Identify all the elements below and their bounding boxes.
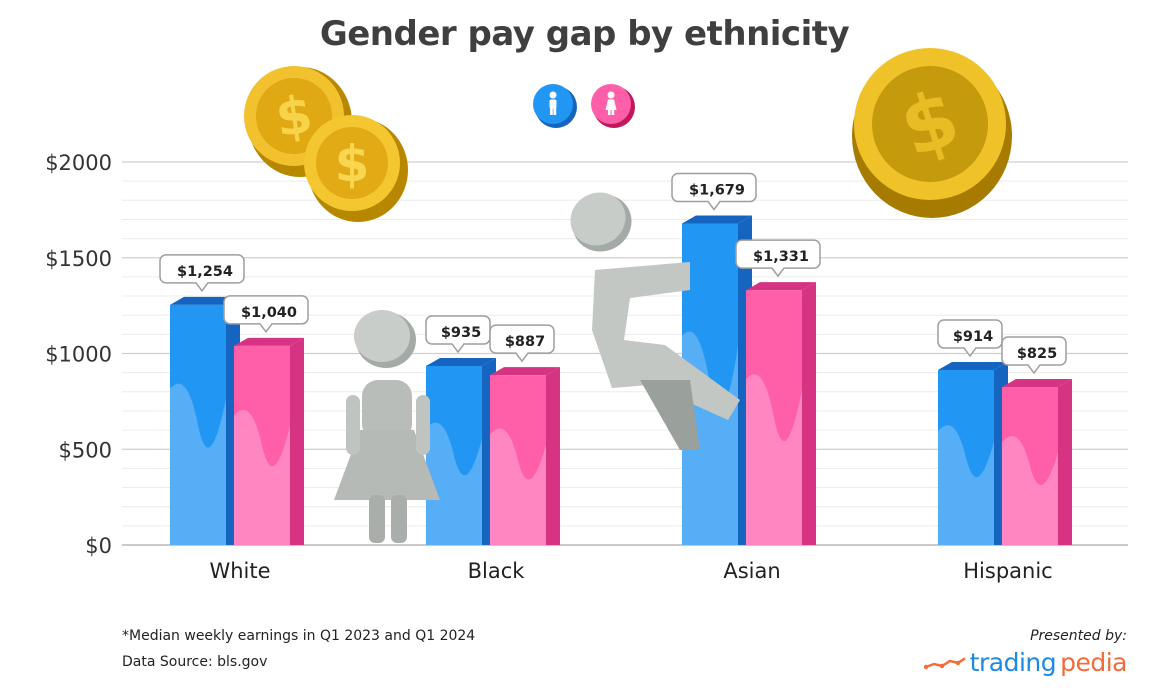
male-icon (533, 84, 577, 128)
chart-title: Gender pay gap by ethnicity (319, 14, 850, 54)
value-label: $935 (425, 315, 491, 354)
value-label: $1,040 (223, 295, 309, 334)
legend (530, 82, 635, 128)
svg-text:$: $ (272, 85, 316, 149)
value-label: $914 (937, 319, 1003, 358)
svg-text:$887: $887 (505, 334, 545, 350)
y-axis: $0 $500 $1000 $1500 $2000 (45, 151, 112, 558)
y-tick-label: $500 (59, 438, 112, 462)
bar-white-female (234, 337, 304, 545)
data-source: Data Source: bls.gov (122, 654, 268, 670)
brand-logo[interactable]: trading pedia (923, 648, 1127, 677)
bar-asian-female (746, 282, 816, 545)
trend-line-icon (923, 657, 965, 669)
x-axis: White Black Asian Hispanic (209, 559, 1052, 583)
legend-female (588, 82, 635, 128)
y-tick-label: $0 (85, 534, 112, 558)
coin-icon-right: $ (852, 48, 1012, 218)
legend-male (530, 82, 577, 128)
category-label: Black (468, 559, 526, 583)
value-label: $1,679 (671, 172, 757, 211)
value-label: $1,254 (159, 254, 245, 293)
svg-text:$1,331: $1,331 (753, 249, 809, 265)
value-labels: $1,254 $1,040 $935 $887 $1,679 $1,331 $914 $825 (159, 172, 1067, 375)
category-label: Asian (723, 559, 780, 583)
category-label: Hispanic (963, 559, 1052, 583)
footnote: *Median weekly earnings in Q1 2023 and Q… (122, 628, 476, 644)
woman-figure-icon (334, 310, 440, 543)
man-figure-icon (570, 192, 740, 450)
bar-hispanic-male (938, 361, 1008, 545)
category-label: White (209, 559, 270, 583)
svg-text:$935: $935 (441, 325, 481, 341)
bar-white-male (170, 296, 240, 545)
value-label: $887 (489, 324, 555, 363)
svg-text:$1,040: $1,040 (241, 305, 297, 321)
y-tick-label: $2000 (45, 151, 112, 175)
svg-text:$1,254: $1,254 (177, 264, 233, 280)
coin-icon-left-2: $ (304, 115, 408, 222)
bar-black-female (490, 367, 560, 545)
svg-text:$1,679: $1,679 (689, 182, 745, 198)
bar-black-male (426, 357, 496, 545)
female-icon (591, 84, 635, 128)
brand-name-part1: trading (969, 648, 1057, 677)
brand-name-part2: pedia (1060, 648, 1127, 677)
svg-text:$: $ (335, 135, 370, 193)
value-label: $1,331 (735, 239, 821, 278)
chart-area: $0 $500 $1000 $1500 $2000 $ $ $ (45, 48, 1128, 583)
y-tick-label: $1000 (45, 343, 112, 367)
value-label: $825 (1001, 336, 1067, 375)
presented-by: Presented by: (1030, 628, 1127, 644)
bar-hispanic-female (1002, 379, 1072, 545)
y-tick-label: $1500 (45, 247, 112, 271)
svg-text:$914: $914 (953, 329, 993, 345)
svg-text:$825: $825 (1017, 346, 1057, 362)
